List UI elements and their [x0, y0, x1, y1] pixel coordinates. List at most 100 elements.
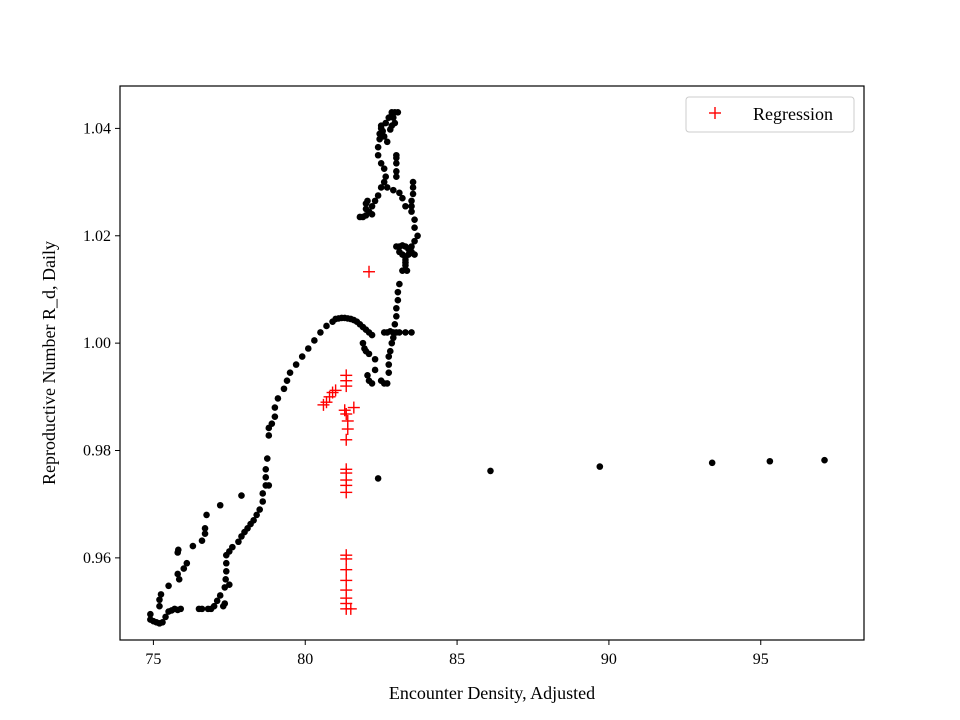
data-point — [157, 591, 165, 598]
data-point — [280, 385, 288, 393]
data-point — [198, 537, 206, 544]
data-point — [365, 350, 373, 358]
data-point — [174, 570, 181, 578]
data-point — [394, 296, 402, 304]
data-point — [156, 596, 163, 604]
data-point — [201, 525, 209, 532]
data-point — [265, 482, 273, 489]
data-point — [256, 506, 263, 513]
data-point — [821, 456, 828, 464]
data-point — [203, 511, 210, 519]
data-point — [411, 224, 418, 232]
x-tick-label: 75 — [145, 651, 161, 668]
data-point — [183, 559, 191, 567]
x-tick-label: 80 — [297, 651, 313, 668]
data-point — [374, 143, 382, 151]
data-point — [198, 605, 206, 613]
data-point — [374, 151, 382, 159]
data-point — [364, 197, 371, 205]
data-point — [411, 237, 418, 245]
data-point — [396, 329, 403, 336]
regression-point — [340, 380, 353, 393]
data-point — [368, 331, 376, 339]
data-point — [383, 184, 391, 191]
data-point — [374, 475, 382, 482]
data-point — [359, 339, 367, 347]
data-point — [374, 192, 382, 199]
data-point — [229, 543, 236, 551]
data-point — [377, 122, 385, 130]
data-point — [323, 322, 330, 330]
data-point — [386, 126, 394, 133]
data-point — [377, 184, 385, 191]
data-point — [201, 530, 209, 538]
data-point — [210, 602, 218, 610]
data-point — [411, 216, 418, 223]
data-point — [409, 184, 417, 191]
data-point — [268, 420, 276, 427]
data-point — [147, 610, 154, 618]
regression-point — [326, 386, 339, 399]
data-point — [408, 202, 415, 210]
data-point — [371, 366, 379, 374]
data-point — [356, 213, 364, 221]
x-tick-label: 85 — [449, 651, 465, 668]
data-point — [396, 280, 403, 288]
plot-area-frame — [119, 85, 865, 641]
data-point — [393, 168, 400, 175]
data-point — [368, 380, 376, 387]
data-point — [364, 372, 371, 379]
data-point — [403, 267, 411, 274]
data-point — [405, 245, 412, 253]
data-point — [283, 377, 291, 385]
data-point — [189, 542, 197, 550]
regression-point — [329, 384, 342, 397]
data-point — [159, 618, 166, 626]
data-point — [402, 261, 409, 269]
y-tick-label: 1.02 — [83, 228, 111, 245]
data-point — [216, 501, 224, 509]
data-point — [385, 369, 393, 376]
data-point — [226, 581, 233, 589]
data-point — [259, 490, 267, 497]
data-point — [409, 178, 417, 186]
data-point — [390, 334, 397, 342]
regression-point — [317, 398, 330, 411]
data-point — [380, 178, 388, 186]
data-point — [388, 111, 396, 119]
data-point — [386, 347, 394, 355]
legend-box — [685, 96, 855, 133]
x-tick-label: 90 — [601, 651, 617, 668]
data-point — [391, 321, 399, 328]
data-point — [259, 498, 267, 505]
data-point — [180, 565, 188, 572]
data-point — [156, 602, 163, 610]
data-point — [596, 463, 604, 470]
data-point — [165, 582, 172, 590]
data-point — [371, 197, 379, 205]
data-point — [408, 208, 415, 215]
data-point — [253, 511, 260, 519]
data-point — [394, 288, 402, 296]
data-point — [368, 202, 376, 210]
legend: Regression — [685, 96, 855, 133]
data-point — [394, 109, 402, 116]
y-tick-label: 1.00 — [83, 335, 111, 352]
data-point — [177, 605, 185, 613]
y-tick-label: 0.98 — [83, 443, 111, 460]
data-point — [408, 329, 415, 336]
data-marks — [147, 109, 828, 627]
data-point — [213, 597, 221, 605]
data-point — [265, 432, 273, 439]
data-point — [368, 211, 376, 218]
data-point — [385, 353, 393, 360]
y-tick-label: 1.04 — [83, 120, 111, 137]
data-point — [222, 567, 230, 575]
y-axis: 0.96 0.98 1.00 1.02 1.04 — [83, 120, 120, 567]
data-point — [222, 559, 230, 567]
data-point — [402, 329, 409, 336]
data-point — [408, 197, 415, 205]
data-point — [388, 339, 396, 347]
data-point — [262, 465, 270, 473]
